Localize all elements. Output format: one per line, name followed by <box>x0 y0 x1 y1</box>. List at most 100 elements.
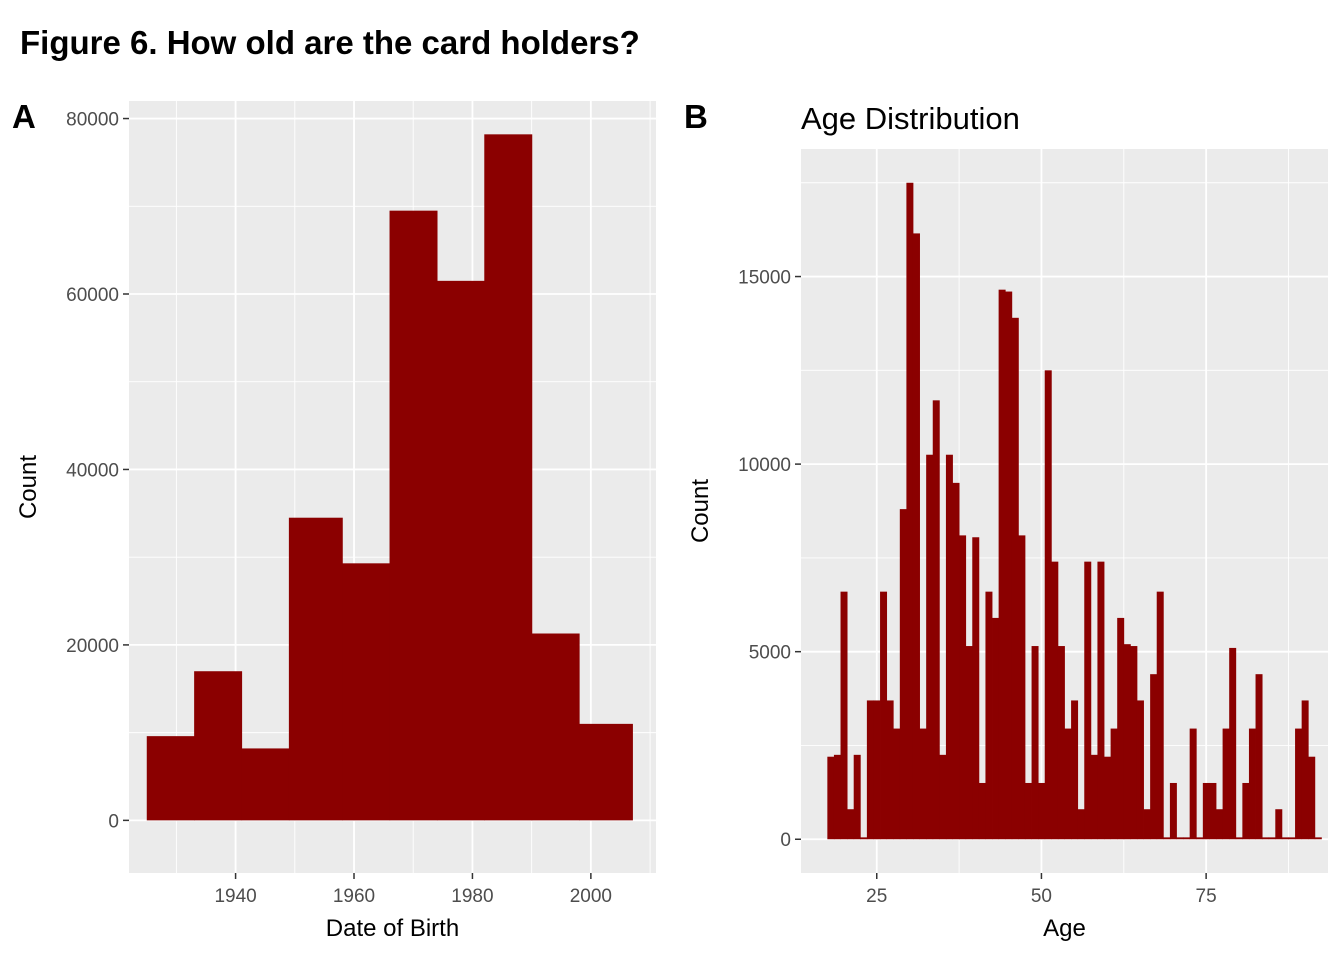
histogram-bar <box>893 728 901 840</box>
histogram-bar <box>1064 728 1072 840</box>
x-tick-label: 75 <box>1196 886 1217 907</box>
histogram-bar <box>978 782 986 840</box>
histogram-bar <box>1097 561 1105 840</box>
y-axis-title: Count <box>687 479 714 543</box>
histogram-bar <box>1281 837 1289 840</box>
histogram-bar <box>1189 728 1197 840</box>
histogram-bar <box>1169 782 1177 840</box>
histogram-bar <box>1077 809 1085 840</box>
histogram-bar <box>1229 647 1237 840</box>
histogram-bar <box>1051 561 1059 840</box>
histogram-bar <box>886 700 894 840</box>
histogram-bar <box>194 671 243 821</box>
histogram-bar <box>342 563 391 821</box>
histogram-bar <box>1308 756 1316 840</box>
histogram-bar <box>906 182 914 840</box>
histogram-bar <box>998 289 1006 840</box>
y-tick-label: 80000 <box>66 110 119 131</box>
histogram-bar <box>1117 617 1125 840</box>
histogram-bar <box>912 233 920 840</box>
histogram-bar <box>1104 756 1112 840</box>
histogram-bar <box>847 809 855 840</box>
histogram-bar <box>860 837 868 840</box>
histogram-bar <box>985 591 993 840</box>
histogram-bar <box>840 591 848 840</box>
x-tick-label: 25 <box>866 886 887 907</box>
panel-a-tag: A <box>12 98 36 135</box>
histogram-bar <box>952 482 960 840</box>
histogram-bar <box>833 754 841 840</box>
histogram-bar <box>1268 837 1276 840</box>
y-tick-label: 5000 <box>749 643 791 664</box>
histogram-bar <box>1084 561 1092 840</box>
histogram-bar <box>1011 317 1019 840</box>
histogram-bar <box>873 700 881 840</box>
histogram-bar <box>827 756 835 840</box>
histogram-bar <box>1130 646 1138 840</box>
histogram-bar <box>880 591 888 840</box>
histogram-bar <box>1110 728 1118 840</box>
panel-b-age-distribution: 0 5000 10000 15000 25 50 75 Age Count Age Distrib… <box>687 101 1328 942</box>
histogram-bar <box>1301 700 1309 840</box>
histogram-bar <box>945 454 953 840</box>
histogram-bar <box>484 134 533 821</box>
histogram-bar <box>1209 782 1217 840</box>
y-tick-label: 0 <box>108 811 119 832</box>
histogram-bar <box>919 728 927 840</box>
x-tick-label: 1940 <box>214 886 256 907</box>
histogram-bar <box>1314 837 1322 840</box>
histogram-bar <box>1057 646 1065 840</box>
histogram-bar <box>1156 591 1164 840</box>
histogram-bar <box>926 454 934 840</box>
histogram-bar <box>965 646 973 840</box>
y-tick-label: 40000 <box>66 460 119 481</box>
histogram-bar <box>1275 809 1283 840</box>
histogram-bar <box>531 633 580 821</box>
y-tick-label: 60000 <box>66 285 119 306</box>
histogram-bar <box>1163 837 1171 840</box>
histogram-bar <box>1024 782 1032 840</box>
histogram-bar <box>972 537 980 840</box>
y-tick-label: 0 <box>780 830 791 851</box>
histogram-bar <box>1202 782 1210 840</box>
histogram-bar <box>992 617 1000 840</box>
histogram-bar <box>436 280 485 821</box>
y-tick-label: 20000 <box>66 636 119 657</box>
x-axis-title: Date of Birth <box>326 915 459 942</box>
histogram-bar <box>146 736 195 821</box>
histogram-bar <box>959 535 967 840</box>
histogram-bar <box>939 754 947 840</box>
histogram-bar <box>1038 782 1046 840</box>
histogram-bar <box>1090 754 1098 840</box>
x-tick-label: 2000 <box>570 886 612 907</box>
histogram-bar <box>241 748 290 821</box>
histogram-bar <box>1242 782 1250 840</box>
x-tick-label: 1980 <box>451 886 493 907</box>
histogram-bar <box>1196 837 1204 840</box>
histogram-bar <box>1044 370 1052 840</box>
histogram-bar <box>899 509 907 840</box>
histogram-bar <box>853 754 861 840</box>
histogram-bar <box>1071 700 1079 840</box>
histogram-bar <box>1183 837 1191 840</box>
histogram-bar <box>1262 837 1270 840</box>
y-tick-label: 10000 <box>738 455 791 476</box>
histogram-bar <box>288 517 343 821</box>
figure-title: Figure 6. How old are the card holders? <box>20 24 640 61</box>
histogram-bar <box>1143 809 1151 840</box>
histogram-bar <box>1295 728 1303 840</box>
histogram-bar <box>1005 291 1013 840</box>
histogram-bar <box>1222 728 1230 840</box>
histogram-bar <box>1288 837 1296 840</box>
histogram-bar <box>1255 674 1263 840</box>
histogram-bar <box>1248 728 1256 840</box>
x-axis-title: Age <box>1043 915 1086 942</box>
histogram-bar <box>1176 837 1184 840</box>
panel-a-date-of-birth-histogram: 0 20000 40000 60000 80000 1940 1960 1980 2000 Dat… <box>15 101 656 942</box>
histogram-bar <box>1123 644 1131 840</box>
y-axis-title: Count <box>15 455 42 519</box>
y-tick-label: 15000 <box>738 268 791 289</box>
subplot-title: Age Distribution <box>801 101 1020 136</box>
histogram-bar <box>1031 646 1039 840</box>
histogram-bar <box>579 723 633 821</box>
